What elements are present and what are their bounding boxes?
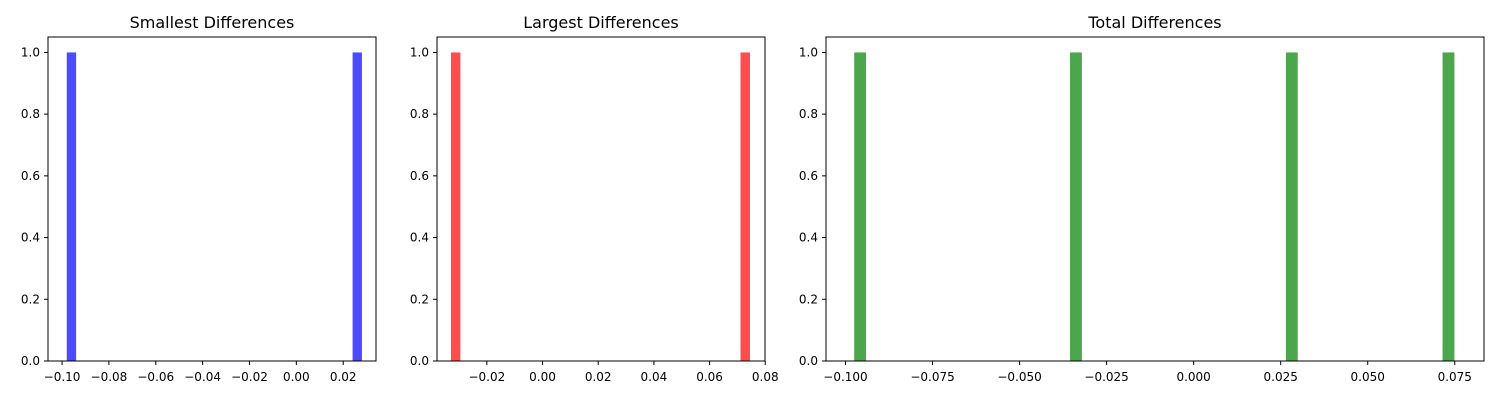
bar [740, 52, 750, 362]
x-tick-label: −0.075 [910, 370, 954, 384]
x-tick-label: −0.025 [1084, 370, 1128, 384]
x-tick-label: 0.025 [1264, 370, 1298, 384]
x-tick-label: −0.100 [823, 370, 867, 384]
x-tick-label: −0.02 [231, 370, 268, 384]
x-tick-label: 0.050 [1351, 370, 1385, 384]
y-tick-label: 0.2 [410, 292, 429, 306]
x-tick-label: −0.04 [184, 370, 221, 384]
y-tick-label: 0.6 [799, 169, 818, 183]
x-tick-label: −0.050 [997, 370, 1041, 384]
chart-title: Smallest Differences [130, 13, 295, 32]
y-tick-label: 0.0 [21, 354, 40, 368]
axes-frame [436, 36, 766, 362]
x-tick-label: 0.04 [641, 370, 668, 384]
chart-panel-3: Total Differences −0.100 −0.075 −0.050 −0.02… [799, 13, 1485, 384]
chart-panel-2: Largest Differences −0.02 0.00 0.02 0.04 0.06… [410, 13, 779, 384]
x-tick-label: 0.08 [752, 370, 779, 384]
x-tick-label: 0.075 [1438, 370, 1472, 384]
y-tick-label: 0.0 [799, 354, 818, 368]
x-tick-label: −0.06 [137, 370, 174, 384]
bar [1442, 52, 1455, 362]
y-tick-label: 0.4 [21, 231, 40, 245]
x-tick-label: −0.08 [91, 370, 128, 384]
y-tick-label: 0.8 [410, 107, 429, 121]
bar [66, 52, 77, 362]
chart-title: Total Differences [1087, 13, 1221, 32]
x-tick-label: −0.10 [44, 370, 81, 384]
bar [450, 52, 461, 362]
y-tick-label: 0.4 [799, 231, 818, 245]
bar [1070, 52, 1082, 362]
y-tick-label: 1.0 [410, 45, 429, 59]
chart-title: Largest Differences [523, 13, 679, 32]
y-tick-label: 0.0 [410, 354, 429, 368]
y-tick-label: 0.6 [410, 169, 429, 183]
y-tick-label: 0.4 [410, 231, 429, 245]
x-tick-label: 0.00 [529, 370, 556, 384]
x-tick-label: 0.06 [696, 370, 723, 384]
bar [352, 52, 362, 362]
y-tick-label: 0.2 [21, 292, 40, 306]
y-tick-label: 0.8 [799, 107, 818, 121]
y-tick-label: 0.2 [799, 292, 818, 306]
x-tick-label: 0.02 [330, 370, 357, 384]
x-tick-label: 0.02 [585, 370, 612, 384]
axes-frame [47, 36, 377, 362]
y-tick-label: 1.0 [799, 45, 818, 59]
y-tick-label: 0.8 [21, 107, 40, 121]
bar [854, 52, 867, 362]
x-tick-label: 0.00 [283, 370, 310, 384]
x-tick-label: −0.02 [468, 370, 505, 384]
y-tick-label: 1.0 [21, 45, 40, 59]
y-tick-label: 0.6 [21, 169, 40, 183]
bar [1285, 52, 1298, 362]
chart-panel-1: Smallest Differences −0.10 −0.08 −0.06 −0.04… [21, 13, 377, 384]
x-tick-label: 0.000 [1176, 370, 1210, 384]
axes-frame [825, 36, 1485, 362]
